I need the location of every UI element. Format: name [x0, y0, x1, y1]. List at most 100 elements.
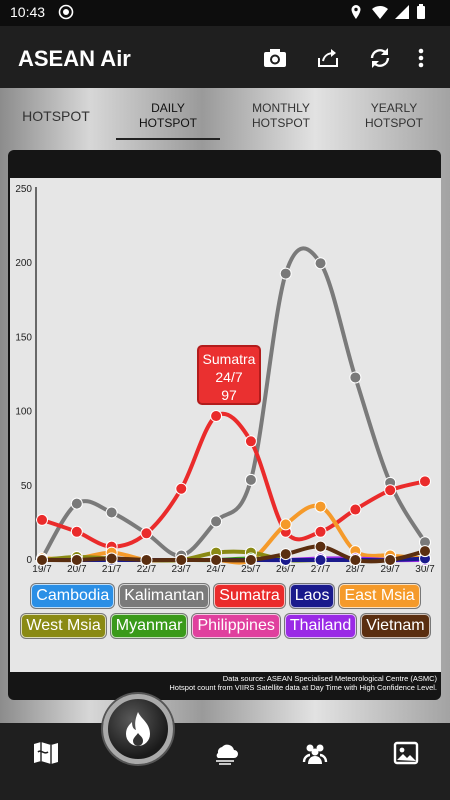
y-tick-label: 200	[15, 258, 32, 269]
daily-hotspot-line-chart: 0 50 100 150 200 250 19/7 20/7 21/7 22/7 23/7 24/7 2…	[15, 184, 435, 575]
people-icon[interactable]	[301, 740, 329, 766]
data-point-vietnam	[105, 552, 118, 565]
data-point-sumatra	[36, 513, 48, 526]
y-tick-label: 100	[15, 407, 32, 418]
y-tick-label: 50	[21, 481, 33, 492]
legend-item-philippines[interactable]: Philippines	[192, 614, 280, 638]
series-line-sumatra	[40, 411, 427, 549]
data-point-sumatra	[210, 410, 223, 423]
tooltip-value: 97	[221, 387, 237, 403]
y-tick-label: 150	[15, 332, 32, 343]
y-tick-label: 0	[26, 555, 32, 566]
wifi-icon	[371, 4, 389, 23]
data-point-vietnam	[279, 548, 292, 561]
tab-monthly-hotspot[interactable]: MONTHLY HOTSPOT	[225, 88, 337, 144]
data-point-sumatra	[419, 475, 431, 488]
x-tick-label: 22/7	[137, 564, 157, 575]
data-point-vietnam	[419, 545, 431, 558]
data-point-vietnam	[314, 540, 327, 553]
tab-daily-hotspot[interactable]: DAILY HOTSPOT	[112, 88, 224, 144]
share-icon[interactable]	[315, 46, 341, 70]
x-tick-label: 26/7	[276, 564, 296, 575]
gallery-icon[interactable]	[392, 740, 420, 766]
x-tick-label: 25/7	[241, 564, 261, 575]
tab-yearly-hotspot-label: YEARLY HOTSPOT	[364, 101, 423, 130]
data-point-vietnam	[70, 554, 83, 566]
x-tick-label: 24/7	[206, 564, 226, 575]
app-title: ASEAN Air	[18, 46, 131, 71]
x-tick-label: 23/7	[172, 564, 192, 575]
data-point-kalimantan	[279, 267, 292, 280]
data-point-vietnam	[244, 554, 257, 566]
status-time: 10:43	[10, 4, 46, 20]
fire-icon	[126, 712, 150, 746]
data-point-vietnam	[140, 554, 153, 566]
series-line-east-msia	[40, 503, 427, 565]
legend-item-myanmar[interactable]: Myanmar	[110, 614, 188, 638]
data-point-vietnam	[349, 554, 362, 566]
data-point-kalimantan	[70, 497, 83, 510]
active-tab-indicator	[116, 138, 220, 140]
x-tick-label: 29/7	[380, 564, 400, 575]
data-point-vietnam	[175, 554, 188, 566]
x-tick-label: 19/7	[32, 564, 52, 575]
x-tick-label: 20/7	[67, 564, 87, 575]
signal-icon	[394, 4, 410, 23]
tab-yearly-hotspot[interactable]: YEARLY HOTSPOT	[338, 88, 450, 144]
tab-daily-hotspot-label: DAILY HOTSPOT	[138, 101, 197, 130]
data-point-sumatra	[314, 525, 327, 538]
hotspot-fab-button[interactable]	[103, 694, 173, 764]
data-source-note: Data source: ASEAN Specialised Meteorolo…	[10, 674, 437, 692]
y-tick-label: 250	[15, 184, 32, 195]
data-point-kalimantan	[105, 506, 118, 519]
data-point-east-msia	[279, 518, 292, 531]
tab-hotspot-label: HOTSPOT	[22, 107, 90, 124]
x-tick-label: 28/7	[346, 564, 366, 575]
legend-item-thailand[interactable]: Thailand	[284, 614, 357, 638]
camera-icon[interactable]	[262, 46, 288, 70]
haze-cloud-icon[interactable]	[211, 740, 239, 766]
data-point-kalimantan	[210, 515, 223, 528]
legend-item-west-msia[interactable]: West Msia	[21, 614, 106, 638]
tooltip-date: 24/7	[215, 369, 243, 385]
app-bar: ASEAN Air	[0, 26, 450, 88]
more-vert-icon[interactable]	[416, 46, 426, 70]
tab-hotspot[interactable]: HOTSPOT	[0, 88, 112, 144]
x-tick-label: 27/7	[311, 564, 331, 575]
refresh-icon[interactable]	[367, 46, 393, 70]
legend-item-laos[interactable]: Laos	[289, 584, 335, 608]
legend-item-cambodia[interactable]: Cambodia	[31, 584, 115, 608]
data-point-sumatra	[244, 435, 257, 448]
notification-icon	[58, 4, 74, 23]
legend-item-kalimantan[interactable]: Kalimantan	[119, 584, 210, 608]
legend-item-vietnam[interactable]: Vietnam	[361, 614, 430, 638]
status-bar: 10:43	[0, 0, 450, 26]
tab-bar: HOTSPOT DAILY HOTSPOT MONTHLY HOTSPOT YE…	[0, 88, 450, 144]
x-tick-label: 30/7	[415, 564, 435, 575]
data-tooltip: Sumatra 24/7 97	[197, 345, 261, 405]
data-point-sumatra	[140, 527, 153, 540]
chart-legend: Cambodia Kalimantan Sumatra Laos East Msia We…	[10, 584, 441, 638]
legend-item-sumatra[interactable]: Sumatra	[214, 584, 285, 608]
tooltip-series: Sumatra	[202, 351, 256, 367]
data-point-vietnam	[384, 554, 397, 566]
data-point-sumatra	[384, 484, 397, 497]
data-point-east-msia	[314, 500, 327, 513]
legend-item-east-msia[interactable]: East Msia	[339, 584, 420, 608]
data-point-sumatra	[349, 503, 362, 516]
data-point-kalimantan	[349, 371, 362, 384]
battery-icon	[416, 4, 426, 23]
x-tick-label: 21/7	[102, 564, 122, 575]
data-point-kalimantan	[314, 257, 327, 270]
data-point-sumatra	[70, 525, 83, 538]
data-point-sumatra	[175, 482, 188, 495]
data-point-kalimantan	[244, 473, 257, 486]
data-point-vietnam	[36, 554, 48, 566]
map-icon[interactable]	[32, 740, 60, 766]
location-icon	[350, 4, 362, 23]
source-line-1: Data source: ASEAN Specialised Meteorolo…	[222, 674, 437, 683]
source-line-2: Hotspot count from VIIRS Satellite data …	[169, 683, 437, 692]
data-point-vietnam	[210, 554, 223, 566]
data-point-laos	[314, 554, 327, 566]
tab-monthly-hotspot-label: MONTHLY HOTSPOT	[251, 101, 310, 130]
